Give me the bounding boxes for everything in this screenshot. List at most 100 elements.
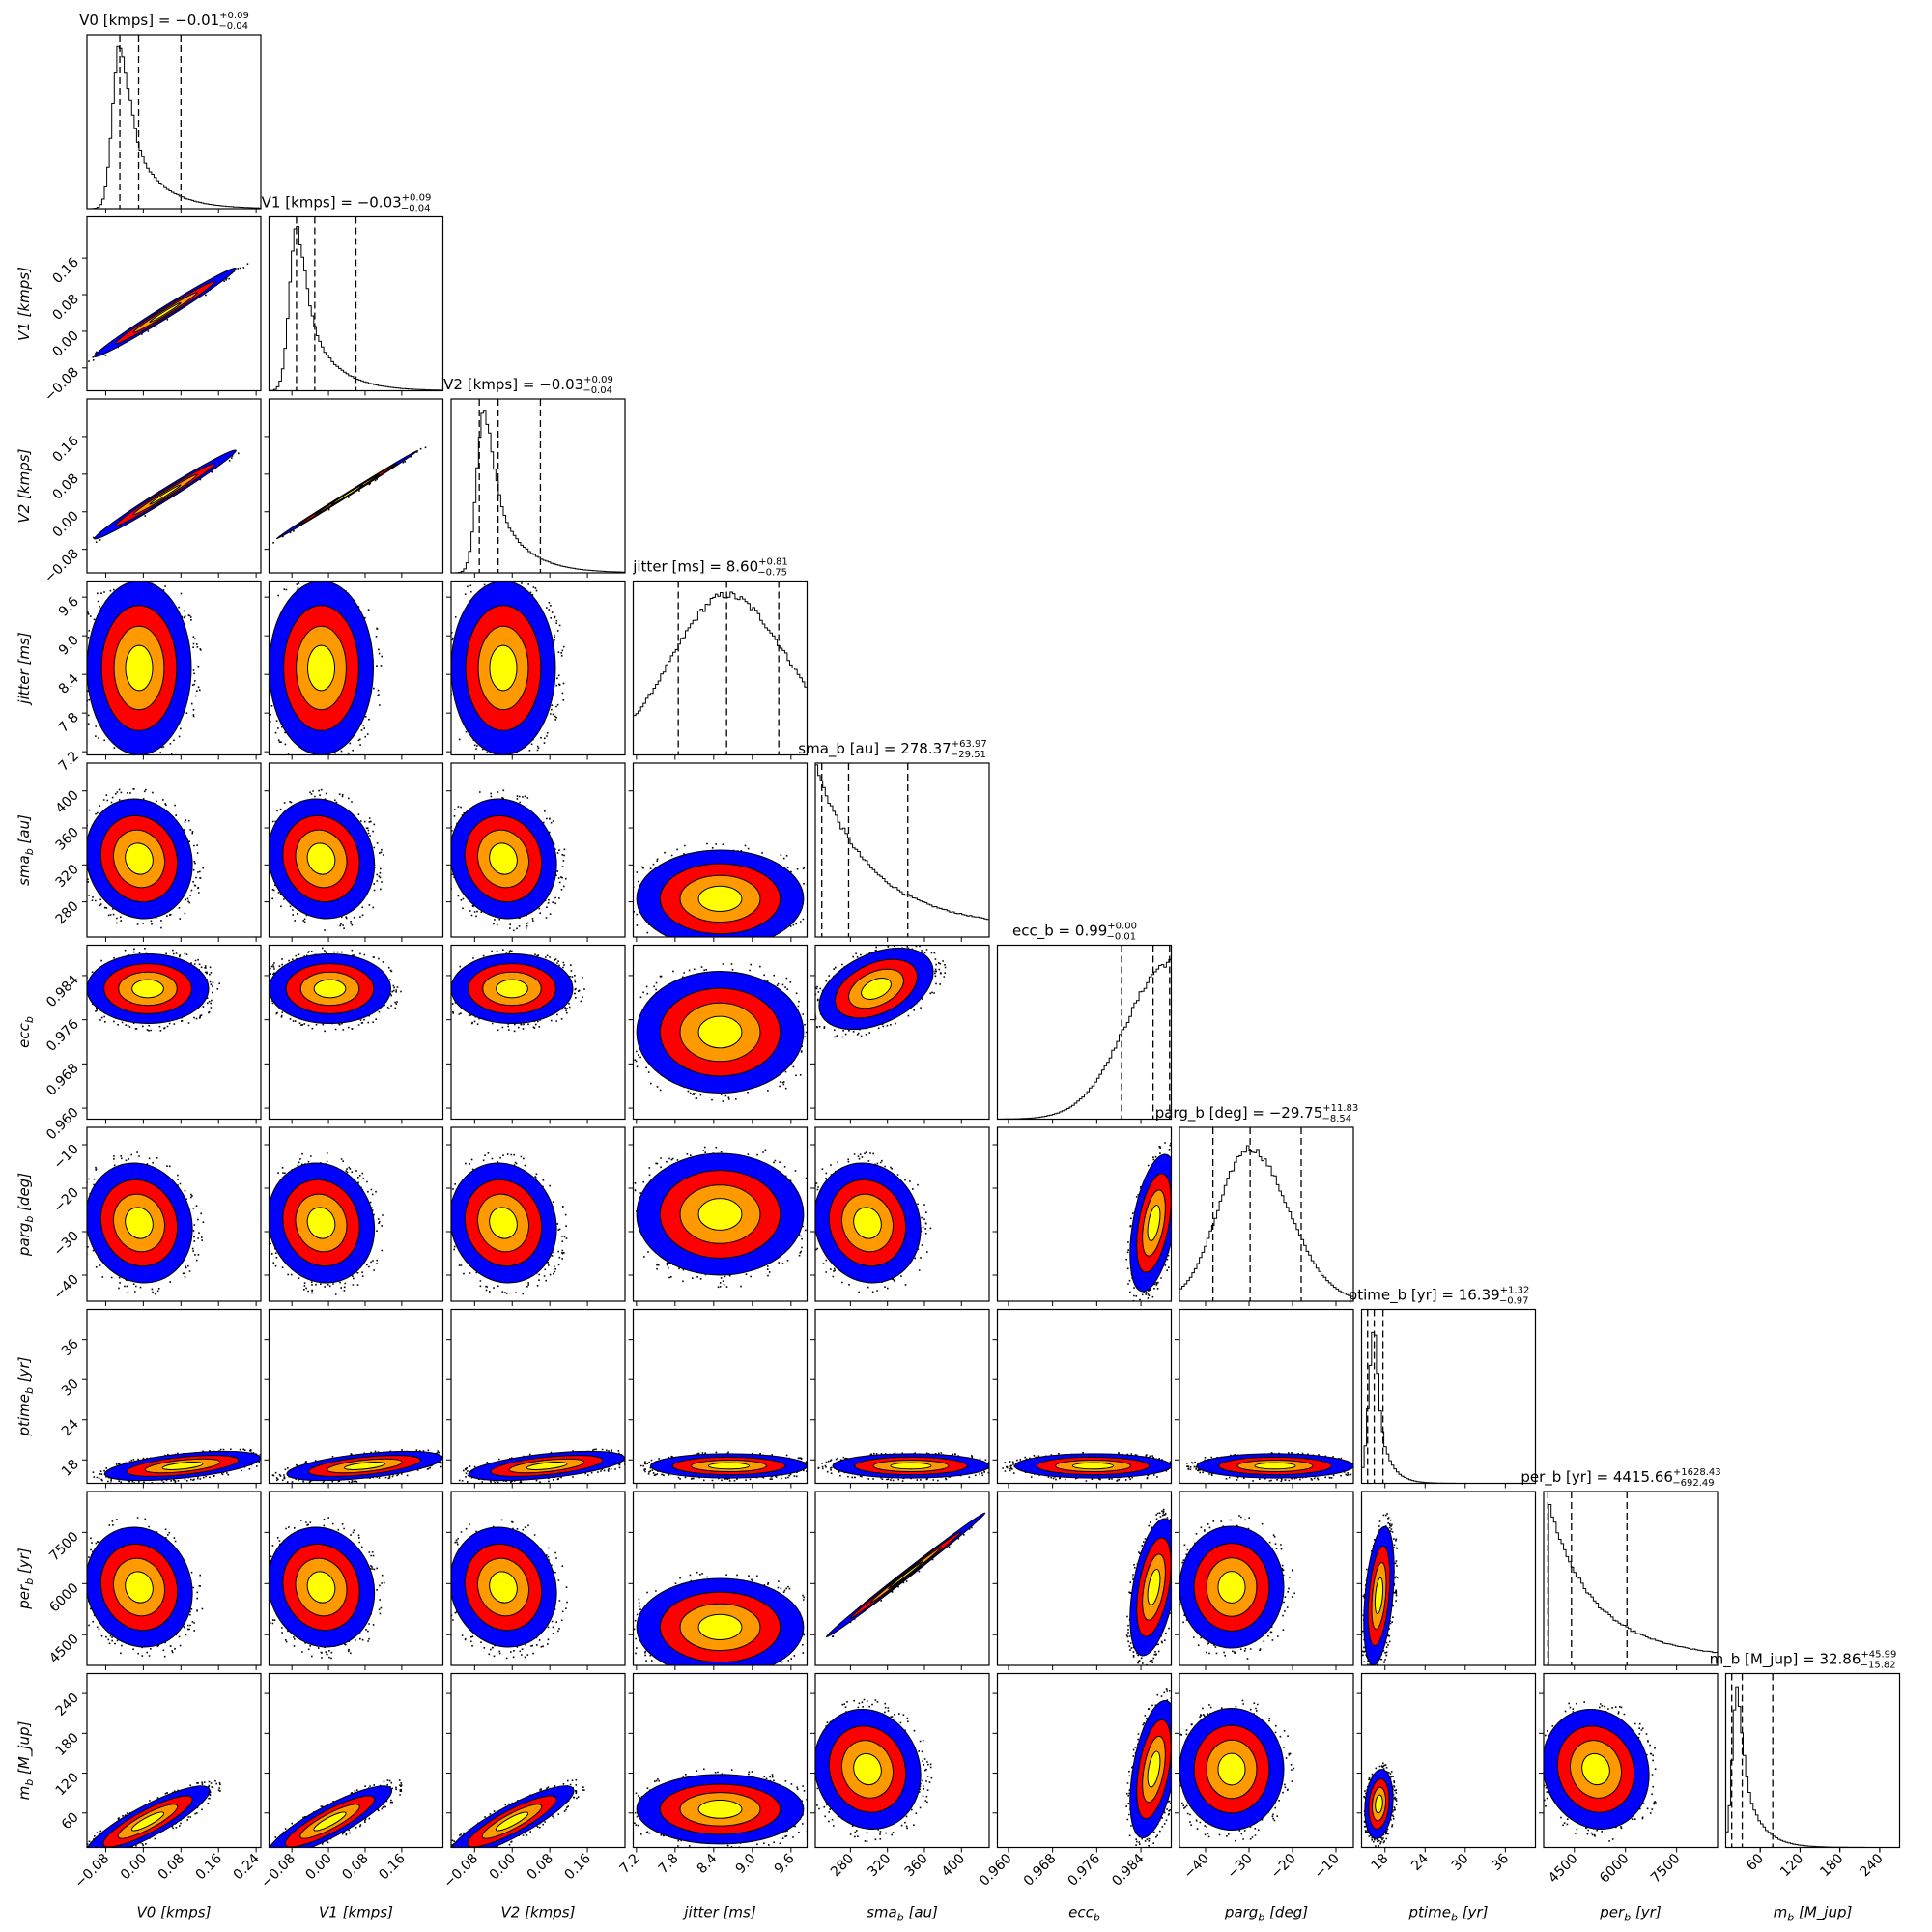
histogram-0 <box>87 45 261 210</box>
x-tick-label: 240 <box>1858 1851 1887 1880</box>
y-tick-label: 60 <box>59 1809 82 1833</box>
scatter-frame-0-8 <box>86 1491 262 1666</box>
scatter-frame-2-5 <box>450 944 626 1121</box>
contour-level4 <box>697 1613 743 1641</box>
x-tick-label: 0.16 <box>376 1851 408 1883</box>
title-up-2: +0.09 <box>583 375 613 385</box>
x-tick-label: 0.984 <box>1109 1851 1148 1889</box>
title-text-0: V0 [kmps] = −0.01 <box>79 12 219 29</box>
scatter-panel-3-9 <box>632 1672 809 1849</box>
y-tick-label: 7.8 <box>56 710 82 736</box>
scatter-frame-7-8 <box>1360 1491 1537 1666</box>
x-tick-label: 0.16 <box>193 1851 225 1883</box>
histogram-4 <box>815 764 989 921</box>
contour-level4 <box>489 842 518 875</box>
contour-level4 <box>306 1571 336 1604</box>
x-tick-label: 0.08 <box>156 1851 187 1883</box>
contour-level4 <box>1147 1750 1161 1788</box>
scatter-panel-4-9 <box>814 1672 990 1849</box>
x-axis-label-7: ptimeb [yr] <box>1408 1904 1489 1924</box>
x-tick-label: −0.08 <box>72 1851 113 1891</box>
scatter-panel-1-3 <box>268 580 444 756</box>
scatter-panel-3-8 <box>632 1491 809 1666</box>
scatter-frame-0-7 <box>86 1308 262 1485</box>
contour-level4 <box>306 644 336 692</box>
scatter-panel-0-2 <box>86 398 262 574</box>
title-up-7: +1.32 <box>1500 1286 1530 1296</box>
title-up-9: +45.99 <box>1861 1650 1896 1661</box>
diag-panel-0: V0 [kmps] = −0.01+0.09 −0.04 <box>79 11 262 213</box>
x-tick-label: 6000 <box>1597 1851 1633 1887</box>
y-tick-label: 7.2 <box>56 749 82 775</box>
scatter-frame-0-2 <box>86 398 262 574</box>
scatter-frame-1-3 <box>268 580 444 756</box>
contour-level4 <box>1217 1752 1246 1786</box>
scatter-panel-2-9 <box>450 1672 626 1849</box>
scatter-frame-2-4 <box>450 762 626 938</box>
scatter-panel-1-4 <box>268 762 444 938</box>
scatter-frame-2-6 <box>450 1126 626 1302</box>
contour-level4 <box>1375 1794 1383 1814</box>
x-tick-label: −40 <box>1181 1851 1212 1882</box>
scatter-panel-1-7 <box>268 1308 444 1485</box>
y-tick-label: 30 <box>59 1377 82 1400</box>
diag-frame-5 <box>996 944 1173 1121</box>
scatter-panel-7-8 <box>1360 1491 1537 1666</box>
scatter-panel-1-2 <box>268 398 444 574</box>
scatter-frame-4-7 <box>814 1308 990 1485</box>
scatter-frame-5-8 <box>996 1491 1173 1666</box>
scatter-frame-2-8 <box>450 1491 626 1666</box>
x-tick-label: 0.00 <box>303 1851 335 1883</box>
title-dn-8: −692.49 <box>1672 1478 1714 1489</box>
x-axis-2: −0.08 0.00 0.08 0.16 V2 [kmps] <box>440 754 594 1921</box>
scatter-frame-5-9 <box>996 1672 1173 1849</box>
contour-level4 <box>149 301 182 324</box>
x-tick-label: −30 <box>1225 1851 1256 1882</box>
scatter-panel-3-4 <box>632 762 809 938</box>
title-text-2: V2 [kmps] = −0.03 <box>443 376 583 393</box>
contour-level4 <box>1581 1752 1610 1786</box>
title-text-5: ecc_b = 0.99 <box>1012 923 1107 941</box>
contour-level4 <box>330 484 364 505</box>
contour-level4 <box>125 644 154 692</box>
scatter-frame-3-5 <box>632 944 809 1121</box>
scatter-panel-3-7 <box>632 1308 809 1485</box>
scatter-frame-1-2 <box>268 398 444 574</box>
scatter-panel-5-7 <box>996 1308 1173 1485</box>
y-tick-label: 400 <box>53 787 82 816</box>
scatter-panel-5-8 <box>996 1491 1173 1666</box>
y-tick-label: 0.960 <box>43 1105 82 1144</box>
scatter-panel-0-9 <box>86 1672 262 1849</box>
contour-level4 <box>344 1462 385 1470</box>
x-tick-label: 7500 <box>1648 1851 1684 1887</box>
diag-panel-8: per_b [yr] = 4415.66+1628.43 −692.49 <box>1520 1467 1721 1670</box>
y-axis-label-6: pargb [deg] <box>15 1173 36 1257</box>
scatter-panel-0-7 <box>86 1308 262 1485</box>
scatter-panel-2-7 <box>450 1308 626 1485</box>
x-axis-7: 18 24 30 36 ptimeb [yr] <box>1369 1665 1512 1924</box>
y-tick-label: 18 <box>59 1457 82 1480</box>
x-axis-9: 60 120 180 240 mb [M_jup] <box>1744 1847 1887 1924</box>
diag-frame-6 <box>1179 1126 1354 1302</box>
y-tick-label: 4500 <box>46 1632 82 1667</box>
title-up-8: +1628.43 <box>1673 1467 1721 1478</box>
x-tick-label: 0.960 <box>977 1851 1015 1889</box>
contour-level4 <box>306 1207 336 1239</box>
x-tick-label: 400 <box>939 1851 968 1880</box>
x-tick-label: 320 <box>865 1851 894 1880</box>
scatter-frame-1-6 <box>268 1126 444 1302</box>
x-tick-label: 36 <box>1489 1851 1512 1874</box>
y-tick-label: 0.976 <box>43 1016 82 1055</box>
y-tick-label: −0.08 <box>42 364 82 405</box>
contour-level4 <box>125 842 154 875</box>
scatter-frame-3-8 <box>632 1491 809 1666</box>
contour-level4 <box>125 1207 154 1239</box>
x-axis-label-3: jitter [ms] <box>682 1904 756 1921</box>
y-tick-label: 0.968 <box>43 1061 82 1099</box>
contour-level4 <box>1147 1569 1161 1605</box>
title-dn-4: −29.51 <box>951 750 986 760</box>
scatter-frame-5-6 <box>996 1126 1173 1302</box>
x-axis-label-5: eccb <box>1068 1904 1100 1924</box>
scatter-frame-8-9 <box>1543 1672 1719 1849</box>
